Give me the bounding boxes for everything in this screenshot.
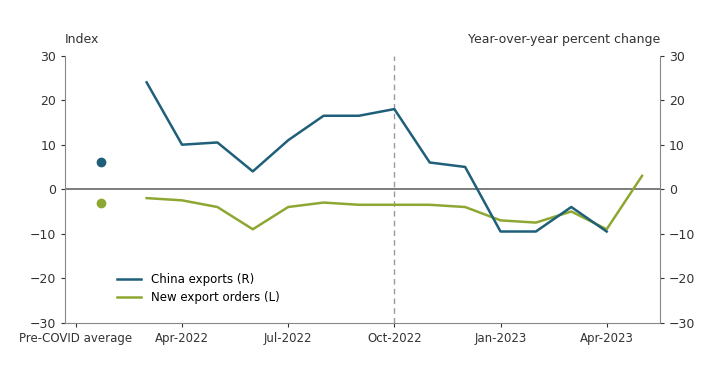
- Text: Year-over-year percent change: Year-over-year percent change: [468, 33, 660, 46]
- Legend: China exports (R), New export orders (L): China exports (R), New export orders (L): [113, 269, 284, 309]
- Text: Index: Index: [65, 33, 99, 46]
